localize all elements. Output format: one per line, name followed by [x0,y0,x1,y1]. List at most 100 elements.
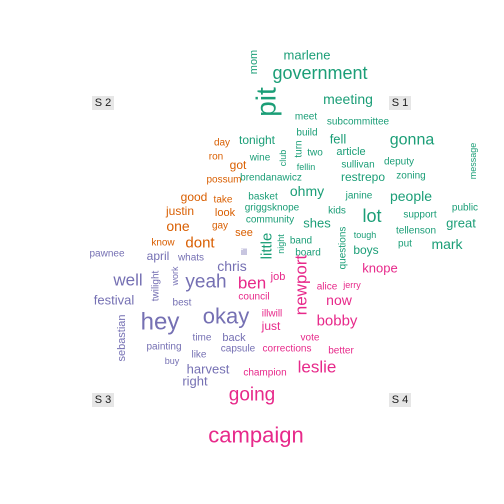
word-ben: ben [238,274,266,293]
word-back: back [222,332,246,344]
word-meeting: meeting [323,91,373,107]
word-possum: possum [206,175,241,186]
word-time: time [193,333,212,344]
word-vote: vote [301,333,320,344]
word-mark: mark [431,236,463,252]
word-newport: newport [292,254,311,315]
word-zoning: zoning [396,171,425,182]
word-ill: ill [241,247,247,257]
word-sebastian: sebastian [116,314,128,361]
group-label-box [389,96,411,110]
word-subcommittee: subcommittee [327,117,390,128]
word-alice: alice [317,282,338,293]
word-gonna: gonna [390,132,435,149]
word-campaign: campaign [208,423,303,448]
word-corrections: corrections [263,344,312,355]
word-good: good [181,190,208,204]
word-like: like [191,350,206,361]
word-just: just [261,319,281,333]
word-yeah: yeah [185,272,226,293]
group-label-s3: S 3 [92,393,114,407]
word-put: put [398,239,412,250]
word-justin: justin [165,204,194,218]
word-right: right [182,374,208,389]
word-well: well [112,271,142,290]
word-article: article [336,146,365,158]
word-day: day [214,138,230,149]
word-government: government [272,63,367,83]
word-jerry: jerry [342,280,361,290]
word-harvest: harvest [187,362,230,377]
word-know: know [151,238,175,249]
word-council: council [238,292,269,303]
word-fellin: fellin [297,162,316,172]
word-sullivan: sullivan [341,160,374,171]
group-label-text: S 4 [392,394,409,406]
group-label-text: S 3 [95,394,112,406]
word-april: april [147,249,170,263]
group-label-box [92,393,114,407]
word-two: two [307,148,323,159]
word-capsule: capsule [221,344,256,355]
group-label-s4: S 4 [389,393,411,407]
word-marlene: marlene [284,48,331,63]
word-knope: knope [362,261,397,276]
word-great: great [446,216,476,231]
word-champion: champion [243,368,286,379]
word-mom: mom [248,50,260,74]
word-buy: buy [165,356,180,366]
word-best: best [173,298,192,309]
word-ron: ron [209,152,223,163]
word-going: going [229,385,276,406]
word-ohmy: ohmy [290,183,324,199]
word-wine: wine [249,153,271,164]
word-lot: lot [362,206,381,226]
group-label-box [389,393,411,407]
group-label-text: S 1 [392,97,409,109]
word-take: take [214,195,233,206]
word-better: better [328,346,354,357]
word-night: night [276,234,286,254]
word-public: public [452,203,478,214]
word-now: now [326,292,353,308]
word-tellenson: tellenson [396,226,436,237]
word-leslie: leslie [298,358,337,377]
word-support: support [403,210,437,221]
word-questions: questions [338,227,349,270]
word-kids: kids [328,206,346,217]
word-chris: chris [217,258,247,274]
word-pawnee: pawnee [89,249,124,260]
word-message: message [468,143,478,180]
word-job: job [270,271,286,283]
word-work: work [170,266,180,287]
word-look: look [215,207,236,219]
word-okay: okay [203,304,249,329]
word-basket: basket [248,192,278,203]
word-twilight: twilight [151,271,162,302]
group-label-box [92,96,114,110]
word-see: see [235,227,253,239]
word-dont: dont [185,235,215,252]
word-one: one [166,218,190,234]
word-little: little [259,233,276,260]
word-people: people [390,188,432,204]
word-gay: gay [212,221,228,232]
word-griggsknope: griggsknope [245,203,300,214]
word-pit: pit [251,87,282,117]
word-hey: hey [141,309,180,336]
word-tough: tough [354,230,377,240]
word-janine: janine [345,191,373,202]
word-festival: festival [94,293,135,308]
word-illwill: illwill [262,309,283,320]
word-whats: whats [177,253,204,264]
word-fell: fell [330,132,347,147]
group-label-s2: S 2 [92,96,114,110]
word-got: got [230,158,247,172]
word-deputy: deputy [384,157,414,168]
word-boys: boys [353,243,378,257]
word-club: club [278,150,288,167]
group-labels: S 1 S 2 S 3 S 4 [92,96,411,407]
words: pit government mom marlene meeting meet subcom… [89,48,478,448]
word-turn: turn [294,140,305,157]
word-painting: painting [146,342,181,353]
